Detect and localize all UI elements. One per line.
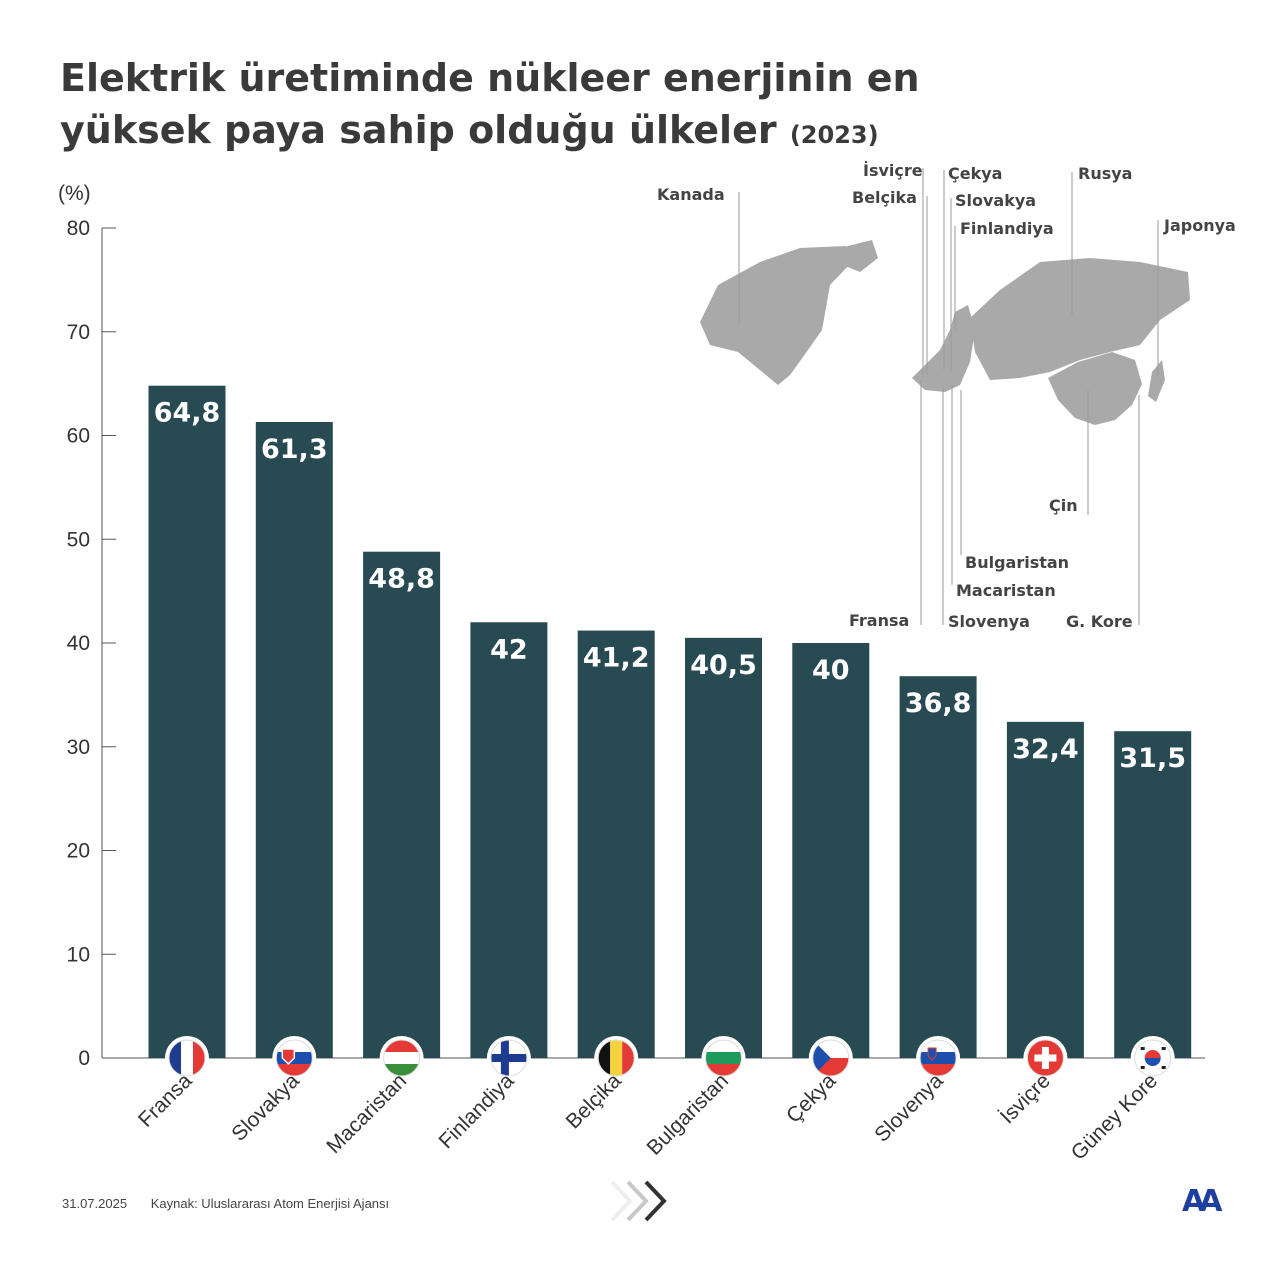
- flags: [165, 1036, 1175, 1080]
- footer-source: Kaynak: Uluslararası Atom Enerjisi Ajans…: [150, 1196, 390, 1211]
- switzerland-flag: [1023, 1036, 1068, 1080]
- chart-title-main: Elektrik üretiminde nükleer enerjinin en…: [60, 56, 920, 152]
- x-tick-label: Güney Kore: [1067, 1069, 1163, 1165]
- bar-value-label: 41,2: [583, 643, 650, 674]
- north-america-shape: [700, 246, 852, 385]
- map-label: Slovenya: [948, 612, 1030, 631]
- map-label: Slovakya: [955, 191, 1036, 210]
- bars: 64,8 61,3 48,8 42 41,2 40,5 40 36,8 32,4 31,5: [148, 385, 1192, 1058]
- y-tick-label: 30: [67, 736, 90, 759]
- bar: [363, 551, 441, 1058]
- y-tick-label: 80: [67, 217, 90, 240]
- chart-title: Elektrik üretiminde nükleer enerjinin en…: [60, 52, 960, 161]
- czechia-flag: [808, 1036, 853, 1080]
- bar: [1006, 721, 1084, 1058]
- x-tick-label: Fransa: [134, 1069, 197, 1132]
- map-label: Belçika: [852, 188, 917, 207]
- x-tick-label: Bulgaristan: [642, 1069, 733, 1160]
- y-axis-unit: (%): [58, 182, 91, 205]
- bar: [255, 422, 333, 1058]
- china-shape: [1048, 352, 1142, 425]
- map-label: Fransa: [849, 611, 909, 630]
- france-flag: [165, 1036, 209, 1080]
- bar-value-label: 40: [812, 655, 850, 686]
- x-axis-labels: Fransa Slovakya Macaristan Finlandiya Belçik…: [134, 1069, 1162, 1165]
- map-label: G. Kore: [1066, 612, 1133, 631]
- map-label: Çekya: [948, 164, 1002, 183]
- bar: [148, 385, 226, 1058]
- x-tick-label: Slovakya: [227, 1069, 304, 1146]
- bar-value-label: 40,5: [690, 650, 757, 681]
- x-tick-label: Finlandiya: [434, 1069, 518, 1153]
- map-label: Finlandiya: [960, 219, 1054, 238]
- greenland-shape: [840, 240, 878, 272]
- bar-value-label: 64,8: [154, 398, 221, 429]
- x-tick-label: Slovenya: [870, 1069, 948, 1147]
- footer: 31.07.2025 Kaynak: Uluslararası Atom Ene…: [62, 1196, 389, 1211]
- y-tick-label: 40: [67, 632, 90, 655]
- bar: [685, 637, 762, 1058]
- south-korea-flag: [1130, 1036, 1175, 1080]
- japan-shape: [1148, 360, 1165, 402]
- x-tick-label: Çekya: [782, 1069, 841, 1128]
- slovenia-flag: [916, 1036, 961, 1080]
- map-label: Bulgaristan: [965, 553, 1069, 572]
- belgium-flag: [594, 1036, 639, 1080]
- y-tick-label: 60: [67, 425, 90, 448]
- bar-value-label: 42: [490, 634, 528, 665]
- bar-value-label: 36,8: [905, 688, 972, 719]
- chart-title-year: (2023): [789, 121, 879, 149]
- slovakia-flag: [272, 1036, 317, 1080]
- bar-value-label: 61,3: [261, 434, 328, 465]
- map-label: Japonya: [1163, 216, 1236, 235]
- x-tick-label: İsviçre: [996, 1069, 1055, 1128]
- bulgaria-flag: [701, 1036, 746, 1080]
- footer-date: 31.07.2025: [62, 1196, 128, 1211]
- x-tick-label: Belçika: [562, 1069, 626, 1133]
- map-label: Rusya: [1078, 164, 1132, 183]
- bar: [577, 630, 655, 1058]
- arrows-icon: [610, 1180, 667, 1222]
- hungary-flag: [379, 1036, 424, 1080]
- y-tick-label: 70: [67, 321, 90, 344]
- y-tick-label: 20: [67, 840, 90, 863]
- map-label: Kanada: [657, 185, 725, 204]
- bar-value-label: 32,4: [1012, 734, 1079, 765]
- bar: [899, 676, 977, 1058]
- map-label: İsviçre: [863, 161, 923, 180]
- bar: [792, 643, 870, 1058]
- bar-value-label: 31,5: [1119, 743, 1186, 774]
- russia-shape: [970, 258, 1190, 380]
- bar-value-label: 48,8: [368, 564, 435, 595]
- y-tick-label: 10: [67, 943, 90, 966]
- bar: [470, 622, 548, 1058]
- finland-flag: [486, 1036, 531, 1080]
- aa-logo: AA: [1182, 1184, 1222, 1219]
- map-label: Macaristan: [956, 581, 1056, 600]
- bar: [1114, 731, 1192, 1058]
- x-tick-label: Macaristan: [322, 1069, 411, 1158]
- y-tick-label: 50: [67, 528, 90, 551]
- y-tick-label: 0: [78, 1047, 90, 1070]
- world-map: Kanada İsviçre Belçika Çekya Slovakya Finland…: [657, 161, 1236, 631]
- map-label: Çin: [1049, 496, 1078, 515]
